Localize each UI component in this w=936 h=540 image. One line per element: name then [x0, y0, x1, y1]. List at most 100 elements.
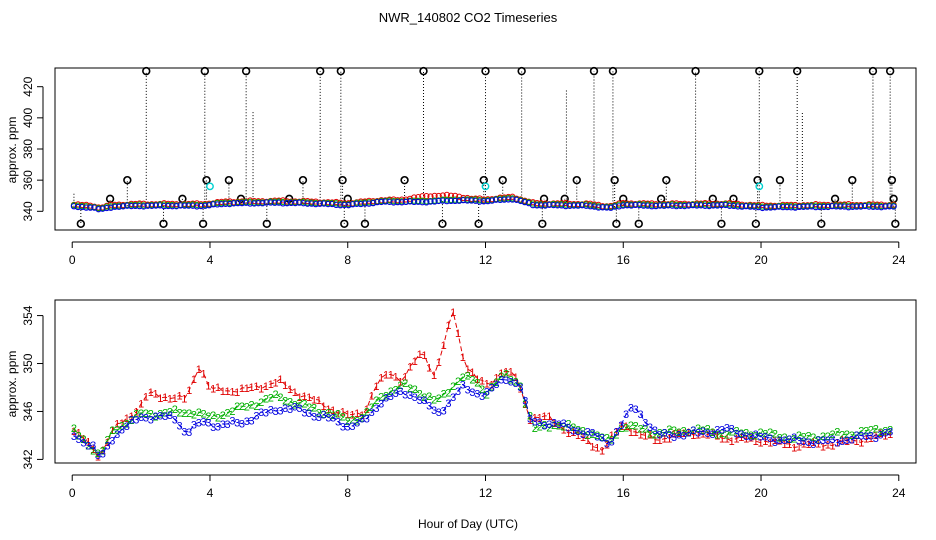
series-3-mark: 3 [796, 435, 802, 447]
channel3-point [796, 203, 803, 211]
series-3-mark: 3 [167, 410, 173, 422]
series-2-mark: 2 [311, 403, 317, 415]
spike-marker [691, 66, 700, 76]
series-2-mark: 2 [882, 425, 888, 437]
series-3-mark: 3 [724, 422, 730, 434]
spike-marker [538, 219, 547, 228]
channel3-point [439, 197, 446, 204]
series-2-mark: 2 [532, 423, 538, 435]
series-1-mark: 1 [172, 393, 178, 405]
series-3-mark: 3 [623, 409, 629, 421]
channel1-point [419, 193, 426, 200]
series-1-mark: 1 [441, 340, 447, 352]
series-3-mark: 3 [301, 408, 307, 420]
series-2-mark: 2 [138, 408, 144, 420]
series-1-mark: 1 [551, 418, 557, 430]
series-1-mark: 1 [863, 434, 869, 446]
series-1-mark: 1 [743, 433, 749, 445]
series-3-mark: 3 [345, 421, 351, 433]
series-2-mark: 2 [191, 409, 197, 421]
spike-marker [340, 219, 349, 228]
series-1-mark: 1 [484, 378, 490, 390]
top-x-tick-label: 16 [617, 253, 631, 267]
channel3-point [152, 202, 160, 209]
series-1-mark: 1 [311, 394, 317, 406]
series-1-mark: 1 [666, 433, 672, 445]
series-1-mark: 1 [801, 438, 807, 450]
channel1-point [456, 193, 463, 200]
bottom-y-tick-label: 346 [21, 401, 35, 421]
series-3-mark: 3 [772, 437, 778, 449]
series-3-mark: 3 [767, 433, 773, 445]
channel3-point [415, 198, 422, 205]
top-x-tick-label: 24 [892, 253, 906, 267]
series-1-mark: 1 [503, 367, 509, 379]
series-2-mark: 2 [388, 386, 394, 398]
series-3-mark: 3 [666, 429, 672, 441]
bottom-panel: 0 4 8 12 16 20 2434234635035411111111111111111… [21, 299, 917, 500]
series-1-mark: 1 [474, 374, 480, 386]
spike-marker [123, 175, 132, 185]
spike-marker [755, 66, 764, 76]
series-3-mark: 3 [465, 385, 471, 397]
series-2-mark: 2 [671, 425, 677, 437]
bottom-x-tick-label: 4 [207, 486, 214, 500]
series-3-mark: 3 [388, 391, 394, 403]
series-1-mark: 1 [80, 434, 86, 446]
series-2-mark: 2 [623, 423, 629, 435]
series-1-mark: 1 [700, 428, 706, 440]
series-3-mark: 3 [532, 417, 538, 429]
series-1-mark: 1 [469, 367, 475, 379]
series-3-mark: 3 [114, 429, 120, 441]
series-3-mark: 3 [104, 440, 110, 452]
series-1-mark: 1 [249, 382, 255, 394]
series-1-mark: 1 [205, 381, 211, 393]
channel3-point [632, 201, 639, 209]
series-1-mark: 1 [431, 370, 437, 382]
series-1-mark: 1 [868, 433, 874, 445]
series-2-mark: 2 [249, 400, 255, 412]
series-1-mark: 1 [316, 395, 322, 407]
series-3-mark: 3 [878, 430, 884, 442]
series-2-mark: 2 [709, 427, 715, 439]
series-2-mark: 2 [613, 430, 619, 442]
spike-marker [419, 66, 428, 76]
series-1-mark: 1 [191, 374, 197, 386]
spike-marker [572, 175, 581, 185]
series-1-mark: 1 [657, 435, 663, 447]
channel3-point [685, 202, 692, 209]
series-3-mark: 3 [349, 421, 355, 433]
series-1-mark: 1 [887, 429, 893, 441]
series-1-mark: 1 [345, 409, 351, 421]
series-3-mark: 3 [282, 403, 288, 415]
series-2-mark: 2 [445, 387, 451, 399]
series-2-mark: 2 [90, 445, 96, 457]
series-2-mark: 2 [676, 427, 682, 439]
series-3-mark: 3 [700, 426, 706, 438]
series-2-mark: 2 [345, 416, 351, 428]
top-x-tick-label: 12 [479, 253, 493, 267]
series-2-mark: 2 [786, 434, 792, 446]
series-1-mark: 1 [853, 436, 859, 448]
spike-marker [298, 175, 308, 185]
series-1-mark: 1 [465, 364, 471, 376]
series-3-mark: 3 [791, 432, 797, 444]
series-3-mark: 3 [225, 419, 231, 431]
series-3-mark: 3 [162, 411, 168, 423]
series-3-mark: 3 [71, 431, 77, 443]
series-1-mark: 1 [388, 370, 394, 382]
channel3-point [263, 199, 270, 206]
channel3-point [828, 203, 836, 210]
series-3-mark: 3 [546, 419, 552, 431]
series-1-mark: 1 [796, 442, 802, 454]
series-2-mark: 2 [460, 372, 466, 384]
series-1-mark: 1 [229, 386, 235, 398]
top-y-tick-label: 420 [21, 76, 35, 96]
series-3-mark: 3 [306, 408, 312, 420]
series-1-mark: 1 [580, 432, 586, 444]
series-2-mark: 2 [186, 408, 192, 420]
series-2-mark: 2 [575, 424, 581, 436]
series-3-mark: 3 [709, 429, 715, 441]
series-2-mark: 2 [561, 421, 567, 433]
channel3-point [853, 203, 860, 210]
